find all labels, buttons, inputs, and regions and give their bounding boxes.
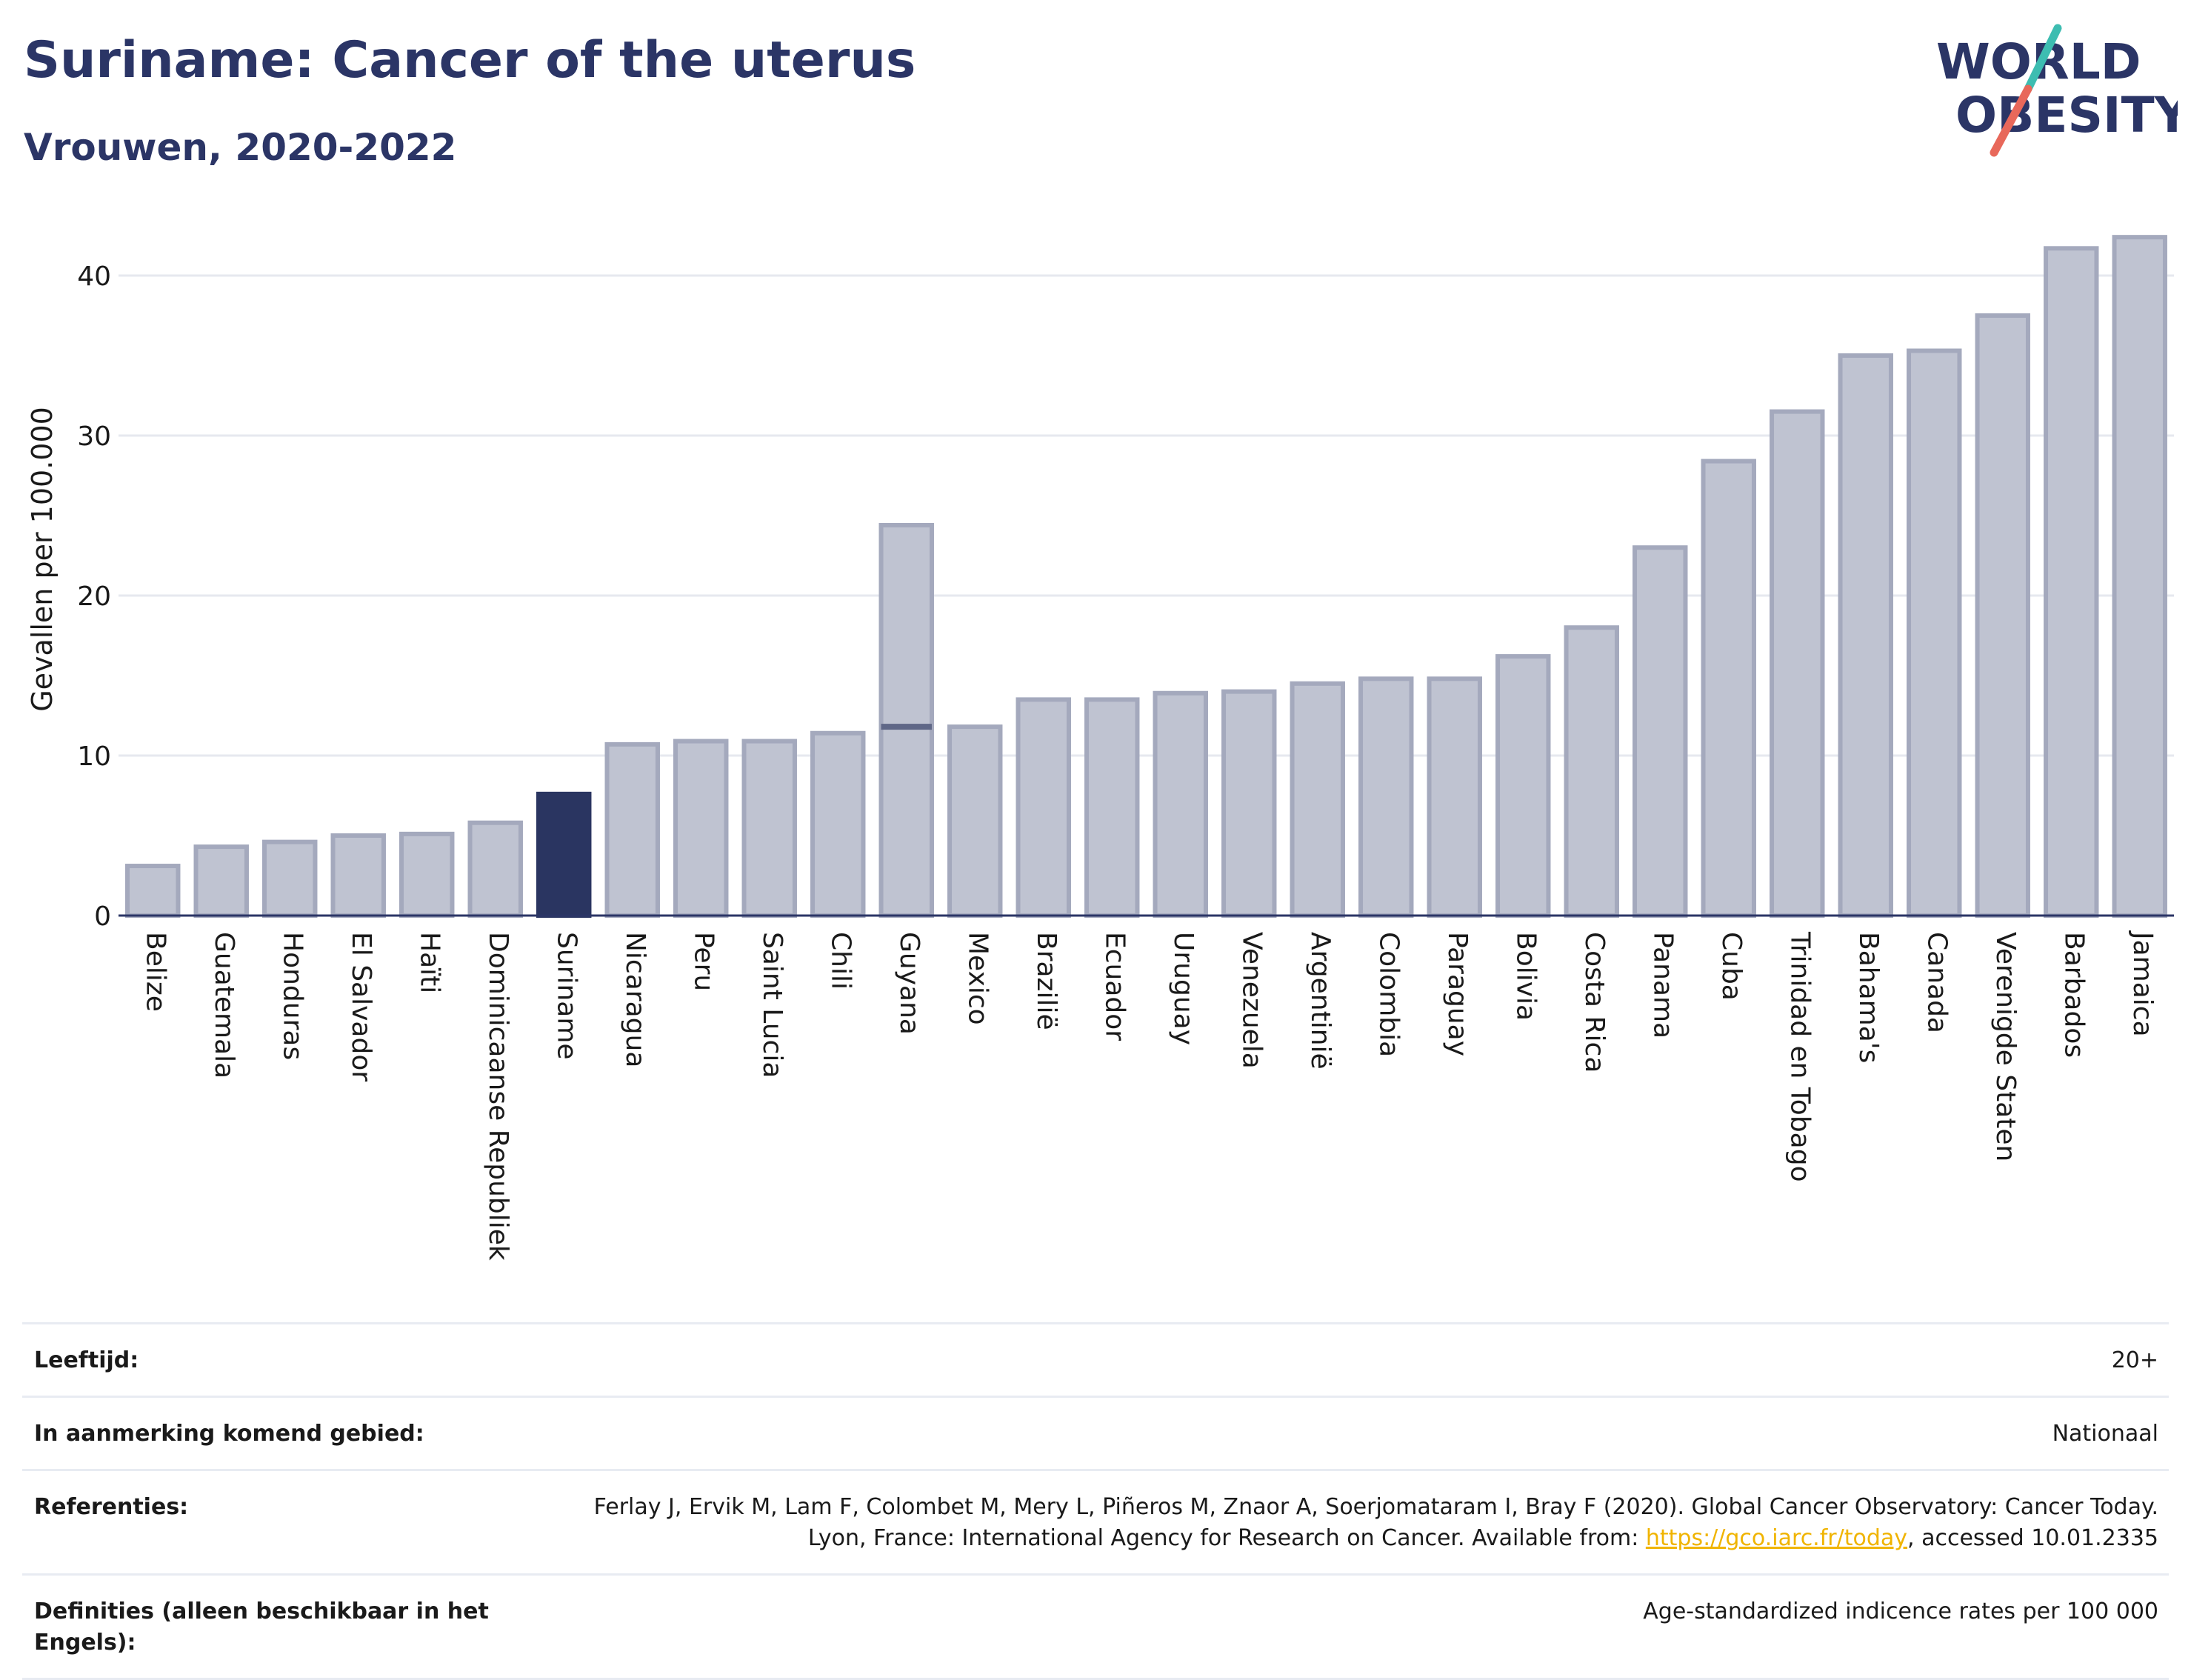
bar-peru bbox=[673, 739, 729, 918]
meta-row-area: In aanmerking komend gebied: Nationaal bbox=[22, 1396, 2169, 1469]
y-tick-label: 0 bbox=[94, 901, 111, 932]
y-axis-ticks: 0 10 20 30 40 bbox=[77, 261, 111, 932]
x-tick-label: Canada bbox=[1921, 932, 1952, 1033]
bar-jamaica bbox=[2112, 235, 2167, 919]
bar-bolivia bbox=[1495, 654, 1551, 919]
x-tick-label: Guatemala bbox=[209, 932, 239, 1079]
x-tick-label: Haïti bbox=[414, 932, 444, 993]
x-tick-label: Trinidad en Tobago bbox=[1784, 931, 1815, 1182]
bar-venezuela bbox=[1221, 689, 1277, 918]
reference-text: Ferlay J, Ervik M, Lam F, Colombet M, Me… bbox=[593, 1494, 2158, 1551]
chart-title: Suriname: Cancer of the uterus bbox=[24, 31, 916, 90]
x-tick-label: Peru bbox=[688, 932, 718, 991]
meta-row-age: Leeftijd: 20+ bbox=[22, 1322, 2169, 1396]
bar-honduras bbox=[262, 839, 318, 919]
x-tick-label: Uruguay bbox=[1168, 932, 1198, 1045]
x-tick-label: Jamaica bbox=[2127, 930, 2158, 1037]
x-tick-label: Mexico bbox=[962, 932, 993, 1025]
y-tick-label: 40 bbox=[77, 261, 111, 292]
y-tick-label: 20 bbox=[77, 581, 111, 612]
x-tick-label: Barbados bbox=[2058, 932, 2089, 1058]
bar-belize bbox=[125, 864, 181, 919]
y-axis-label: Gevallen per 100.000 bbox=[26, 407, 59, 712]
x-tick-label: Brazilië bbox=[1031, 932, 1061, 1030]
x-tick-label: Bolivia bbox=[1510, 932, 1541, 1021]
bar-ha-ti bbox=[399, 831, 455, 918]
bar-colombia bbox=[1358, 676, 1414, 918]
reference-text-end: , accessed 10.01.2335 bbox=[1907, 1525, 2158, 1551]
bar-el-salvador bbox=[330, 833, 386, 918]
grid-lines bbox=[119, 274, 2174, 757]
x-axis-ticks: Belize Guatemala Honduras El Salvador Haïti D… bbox=[140, 930, 2158, 1261]
world-obesity-logo: WORLD OBESITY bbox=[1936, 24, 2178, 157]
bar-brazili- bbox=[1016, 697, 1071, 919]
x-tick-label: Verenigde Staten bbox=[1990, 932, 2021, 1161]
bars bbox=[119, 235, 2174, 919]
bar-cuba bbox=[1701, 459, 1756, 918]
meta-label: Leeftijd: bbox=[34, 1347, 139, 1373]
meta-label: Referenties: bbox=[34, 1494, 189, 1520]
bar-verenigde-staten bbox=[1975, 313, 2030, 918]
meta-row-references: Referenties: Ferlay J, Ervik M, Lam F, C… bbox=[22, 1469, 2169, 1573]
x-tick-label: Ecuador bbox=[1099, 932, 1130, 1041]
bar-chili bbox=[810, 730, 866, 919]
bar-panama bbox=[1633, 545, 1688, 918]
meta-row-definitions: Definities (alleen beschikbaar in het En… bbox=[22, 1573, 2169, 1680]
bar-mexico bbox=[947, 724, 1003, 918]
meta-value: Age-standardized indicence rates per 100… bbox=[1643, 1599, 2158, 1624]
bar-argentini- bbox=[1290, 681, 1345, 918]
y-tick-label: 10 bbox=[77, 741, 111, 772]
x-tick-label: Costa Rica bbox=[1579, 932, 1610, 1073]
bar-costa-rica bbox=[1564, 625, 1619, 918]
bar-canada bbox=[1907, 348, 1962, 918]
x-tick-label: Saint Lucia bbox=[757, 932, 787, 1078]
x-tick-label: Venezuela bbox=[1236, 932, 1267, 1069]
metadata-table: Leeftijd: 20+ In aanmerking komend gebie… bbox=[22, 1322, 2169, 1680]
meta-value: Ferlay J, Ervik M, Lam F, Colombet M, Me… bbox=[566, 1492, 2158, 1554]
x-tick-label: Paraguay bbox=[1442, 932, 1473, 1056]
x-tick-label: Belize bbox=[140, 932, 170, 1012]
x-tick-label: Dominicaanse Republiek bbox=[483, 932, 513, 1261]
meta-value: 20+ bbox=[2111, 1347, 2158, 1373]
chart-subtitle: Vrouwen, 2020-2022 bbox=[24, 126, 457, 169]
meta-label: Definities (alleen beschikbaar in het En… bbox=[34, 1599, 489, 1656]
bar-guatemala bbox=[193, 844, 249, 918]
bar-trinidad-en-tobago bbox=[1770, 409, 1825, 918]
y-tick-label: 30 bbox=[77, 421, 111, 452]
meta-label: In aanmerking komend gebied: bbox=[34, 1421, 424, 1447]
x-tick-label: Cuba bbox=[1716, 932, 1747, 1001]
bar-paraguay bbox=[1427, 676, 1482, 918]
x-tick-label: Honduras bbox=[277, 932, 307, 1060]
x-tick-label: Argentinië bbox=[1305, 932, 1335, 1070]
bar-dominicaanse-republiek bbox=[467, 820, 523, 918]
reference-link[interactable]: https://gco.iarc.fr/today bbox=[1645, 1525, 1908, 1551]
bar-barbados bbox=[2044, 246, 2099, 918]
bar-nicaragua bbox=[604, 741, 660, 918]
x-tick-label: Nicaragua bbox=[620, 932, 650, 1067]
bar-uruguay bbox=[1153, 690, 1208, 918]
bar-ecuador bbox=[1084, 697, 1140, 919]
x-tick-label: Panama bbox=[1647, 932, 1678, 1039]
bar-chart: 0 10 20 30 40 Belize Guatemala Honduras El Salv… bbox=[26, 235, 2174, 1261]
x-tick-label: El Salvador bbox=[346, 932, 376, 1081]
bar-bahama-s bbox=[1838, 353, 1893, 918]
x-tick-label: Colombia bbox=[1373, 932, 1404, 1057]
logo-line2: OBESITY bbox=[1955, 87, 2178, 144]
x-tick-label: Suriname bbox=[551, 932, 581, 1060]
x-tick-label: Bahama's bbox=[1853, 932, 1884, 1063]
logo-slash-bottom bbox=[1990, 84, 2032, 157]
x-tick-label: Guyana bbox=[894, 932, 924, 1035]
bar-guyana bbox=[878, 522, 934, 918]
meta-value: Nationaal bbox=[2052, 1421, 2158, 1447]
x-tick-label: Chili bbox=[825, 932, 856, 990]
logo-slash-top bbox=[2024, 24, 2062, 93]
bar-suriname bbox=[536, 791, 592, 918]
bar-saint-lucia bbox=[741, 739, 797, 918]
